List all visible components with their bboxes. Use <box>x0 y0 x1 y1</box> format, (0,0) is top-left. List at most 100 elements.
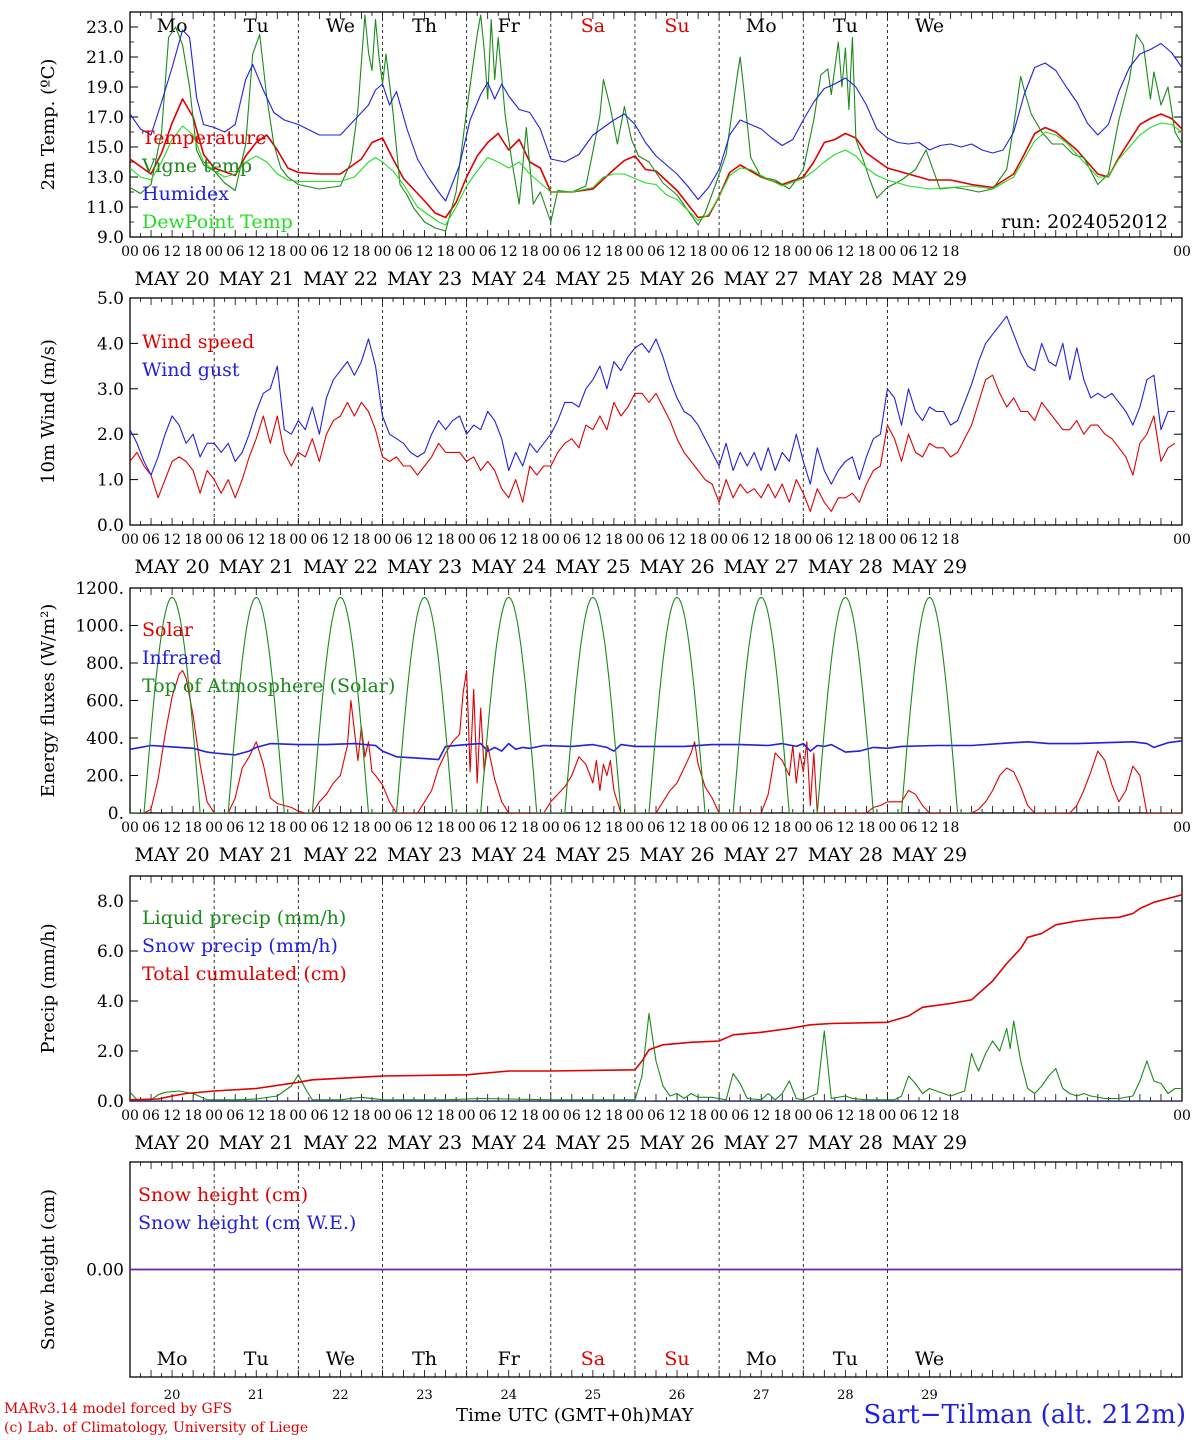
hour-tick-label: 00 <box>121 244 139 260</box>
series-line-humidex <box>130 29 1182 202</box>
date-label: MAY 24 <box>471 268 546 290</box>
date-label: MAY 24 <box>471 1132 546 1154</box>
legend-entry: Liquid precip (mm/h) <box>142 907 346 929</box>
panel-5: 0.00 Snow height (cm) Mo 20 Tu 21 We 22 Th 23 Fr 24… <box>38 1161 1183 1403</box>
hour-tick-label: 12 <box>921 1108 939 1124</box>
weekday-label: Mo <box>157 1348 188 1370</box>
date-label: MAY 20 <box>134 1132 209 1154</box>
legend-entry: Temperature <box>142 127 266 149</box>
hour-tick-label: 06 <box>479 532 497 548</box>
hour-tick-label: 06 <box>815 244 833 260</box>
hour-tick-label: 00 <box>1173 532 1191 548</box>
y-tick-label: 11.0 <box>86 198 124 218</box>
hour-tick-label: 18 <box>437 820 455 836</box>
date-label: MAY 20 <box>134 556 209 578</box>
date-label: MAY 25 <box>555 556 630 578</box>
hour-tick-label: 12 <box>836 1108 854 1124</box>
hour-tick-label: 00 <box>374 532 392 548</box>
hour-tick-label: 00 <box>794 532 812 548</box>
series-lines <box>130 14 1182 232</box>
y-tick-label: 3.0 <box>97 380 124 400</box>
series-lines <box>130 596 1182 813</box>
weekday-label: Th <box>412 15 437 37</box>
y-tick-label: 17.0 <box>86 108 124 128</box>
hour-tick-label: 00 <box>374 820 392 836</box>
date-label: MAY 24 <box>471 556 546 578</box>
hour-tick-label: 18 <box>437 532 455 548</box>
hour-tick-label: 00 <box>1173 820 1191 836</box>
hour-tick-label: 00 <box>542 820 560 836</box>
date-label: MAY 22 <box>303 556 378 578</box>
y-tick-label: 15.0 <box>86 138 124 158</box>
hour-tick-label: 06 <box>142 244 160 260</box>
weekday-label: Su <box>664 1348 689 1370</box>
hour-tick-label: 00 <box>710 820 728 836</box>
hour-tick-label: 18 <box>353 1108 371 1124</box>
series-line-liquid-precip-mm-h- <box>130 1012 1182 1101</box>
hour-tick-label: 06 <box>647 244 665 260</box>
hour-tick-label: 18 <box>353 532 371 548</box>
weekday-label: Fr <box>498 1348 521 1370</box>
hour-tick-label: 00 <box>542 244 560 260</box>
weekday-label: Mo <box>746 15 777 37</box>
date-label: MAY 28 <box>808 844 883 866</box>
panel-1: 9.0 11.0 13.0 15.0 17.0 19.0 21.0 23.0 2m Temp. … <box>38 11 1191 290</box>
y-tick-label: 800. <box>86 654 124 674</box>
hour-tick-label: 06 <box>731 532 749 548</box>
hour-tick-label: 06 <box>310 1108 328 1124</box>
date-label: MAY 29 <box>892 268 967 290</box>
hour-tick-label: 12 <box>752 820 770 836</box>
legend-entry: Snow precip (mm/h) <box>142 935 338 957</box>
hour-tick-label: 00 <box>458 244 476 260</box>
hour-tick-label: 12 <box>752 532 770 548</box>
hour-tick-label: 12 <box>247 1108 265 1124</box>
date-label: MAY 26 <box>639 844 714 866</box>
legend-entry: Snow height (cm) <box>138 1184 308 1206</box>
hour-tick-label: 06 <box>479 244 497 260</box>
weekday-label: We <box>326 15 355 37</box>
y-axis-label: Precip (mm/h) <box>38 923 59 1053</box>
hour-tick-label: 12 <box>584 820 602 836</box>
hour-tick-label: 00 <box>458 1108 476 1124</box>
legend-entry: Humidex <box>142 183 229 205</box>
hour-tick-label: 18 <box>605 244 623 260</box>
weekday-label: We <box>915 15 944 37</box>
hour-tick-label: 06 <box>142 1108 160 1124</box>
hour-tick-label: 00 <box>205 244 223 260</box>
hour-tick-label: 18 <box>857 244 875 260</box>
weekday-label: Mo <box>746 1348 777 1370</box>
hour-tick-label: 06 <box>647 532 665 548</box>
hour-tick-label: 18 <box>521 820 539 836</box>
plot-frame <box>129 11 1183 238</box>
series-line-wind-gust <box>130 315 1175 485</box>
hour-tick-label: 18 <box>521 244 539 260</box>
date-label: MAY 22 <box>303 844 378 866</box>
date-label: MAY 25 <box>555 844 630 866</box>
legend-entry: Total cumulated (cm) <box>142 963 347 985</box>
hour-tick-label: 00 <box>794 820 812 836</box>
series-line-vigne-temp <box>130 14 1182 232</box>
y-tick-label: 1200. <box>75 579 124 599</box>
hour-tick-label: 00 <box>121 820 139 836</box>
hour-tick-label: 18 <box>268 532 286 548</box>
hour-tick-label: 18 <box>689 244 707 260</box>
y-tick-label: 400. <box>86 729 124 749</box>
hour-tick-label: 18 <box>942 532 960 548</box>
hour-tick-label: 12 <box>500 244 518 260</box>
weekday-label: We <box>915 1348 944 1370</box>
hour-tick-label: 12 <box>500 820 518 836</box>
weekday-label: Su <box>664 15 689 37</box>
hour-tick-label: 00 <box>289 820 307 836</box>
time-axis-title: Time UTC (GMT+0h)MAY <box>456 1405 693 1426</box>
plot-frame <box>129 587 1183 814</box>
series-line-temperature <box>130 98 1182 219</box>
hour-tick-label: 18 <box>521 1108 539 1124</box>
hour-tick-label: 12 <box>921 820 939 836</box>
hour-tick-label: 06 <box>479 820 497 836</box>
hour-tick-label: 00 <box>626 244 644 260</box>
month-label: MAY <box>650 1405 694 1426</box>
hour-tick-label: 12 <box>836 532 854 548</box>
weekday-label: Tu <box>833 15 858 37</box>
date-label: MAY 28 <box>808 1132 883 1154</box>
